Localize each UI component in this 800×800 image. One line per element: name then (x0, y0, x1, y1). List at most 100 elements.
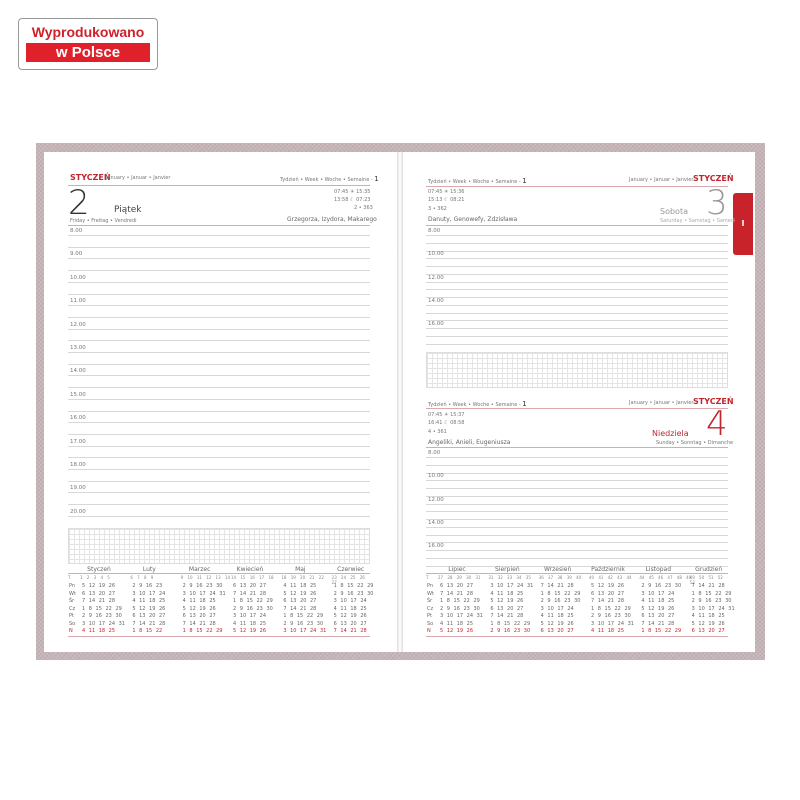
hour-label: 12.00 (428, 274, 444, 281)
name-days: Danuty, Genowefy, Zdzisława (428, 216, 518, 223)
calendar-days: 4 11 18 25 (490, 590, 524, 597)
calendar-days: 3 10 17 24 31 (691, 605, 735, 612)
calendar-days: 4 11 18 25 (82, 628, 116, 634)
made-in-poland-badge: Wyprodukowano w Polsce (18, 18, 158, 70)
hour-line (426, 320, 728, 322)
moon-times: 16:41 ☾ 08:58 (428, 420, 465, 426)
calendar-days: 4 11 18 25 (591, 628, 625, 634)
calendar-days: 3 10 17 24 (233, 613, 267, 619)
calendar-days: 1 8 15 22 29 (490, 620, 531, 627)
day-translations: Friday • Freitag • Vendredi (70, 218, 137, 224)
calendar-days: 5 12 19 26 (440, 628, 474, 634)
calendar-days: 2 9 16 23 (132, 583, 163, 589)
hour-label: 15.00 (70, 391, 86, 398)
calendar-days: 1 8 15 22 29 (283, 613, 324, 619)
hour-line (426, 503, 728, 505)
hour-line (426, 335, 728, 337)
calendar-days: 5 12 19 26 (641, 605, 675, 612)
hour-line (68, 305, 370, 307)
calendar-days: 3 10 17 24 31 (490, 583, 534, 589)
hour-line (426, 534, 728, 536)
day-number: 3 (706, 183, 728, 223)
calendar-days: 7 14 21 28 (283, 605, 317, 612)
hour-line (426, 519, 728, 521)
calendar-days: 1 8 15 22 29 (591, 605, 631, 612)
hour-line (426, 312, 728, 314)
week-numbers: 9 10 11 12 13 14 (180, 575, 231, 580)
week-label: T (426, 575, 429, 580)
hour-line (426, 542, 728, 544)
weekday-label: Wt (427, 590, 434, 597)
weekday-label: Śr (69, 598, 75, 604)
month-translations: January • Januar • Janvier (629, 177, 694, 183)
month-name: Październik (591, 566, 625, 573)
hour-line (68, 398, 370, 400)
hour-line (68, 504, 370, 506)
calendar-days: 2 9 16 23 30 (540, 598, 581, 604)
calendar-days: 6 13 20 27 (233, 583, 267, 589)
calendar-days: 5 12 19 26 (333, 613, 367, 619)
calendar-days: 3 10 17 24 31 (82, 620, 125, 627)
calendar-days: 1 8 15 22 29 (182, 628, 223, 634)
hour-line (426, 281, 728, 283)
spine (397, 152, 403, 652)
weekday-label: Pn (69, 583, 76, 589)
hour-line (426, 511, 728, 513)
calendar-days: 2 9 16 23 30 (333, 590, 374, 597)
week-numbers: 1 2 3 4 5 (80, 575, 110, 580)
week-numbers: 6 7 8 9 (130, 575, 154, 580)
month-title: STYCZEŃ (70, 173, 111, 182)
calendar-days: 1 8 15 22 29 (233, 598, 273, 604)
hour-label: 10.00 (70, 274, 86, 281)
hour-line (426, 480, 728, 482)
hour-line (68, 340, 370, 342)
hour-label: 8.00 (70, 228, 83, 234)
hour-line (426, 464, 728, 466)
week-numbers: 36 37 38 39 40 (538, 575, 582, 580)
calendar-days: 7 14 21 28 (540, 583, 574, 589)
calendar-days: 6 13 20 27 (641, 613, 675, 619)
hour-label: 14.00 (70, 368, 86, 375)
hour-line (68, 235, 370, 236)
hour-label: 16.00 (428, 543, 444, 550)
calendar-days: 5 12 19 26 (132, 605, 166, 612)
name-days: Angeliki, Anieli, Eugeniusza (428, 439, 511, 446)
weekday-label: So (427, 620, 434, 627)
hour-label: 12.00 (70, 321, 86, 328)
week-numbers: 40 41 42 43 44 (589, 575, 632, 580)
hour-line (426, 328, 728, 330)
hour-label: 10.00 (428, 473, 444, 480)
day-translations: Sunday • Sonntag • Dimanche (656, 440, 734, 446)
hour-label: 17.00 (70, 438, 86, 445)
week-label: Tydzień • Week • Woche • Semaine - 1 (280, 175, 379, 183)
month-name: Luty (142, 566, 156, 573)
calendar-days: 3 10 17 24 31 (283, 628, 327, 634)
hour-line (426, 304, 728, 306)
mini-calendar-jul-dec: T Pn Wt Śr Cz Pt So N Lipiec 27 28 29 30 31 6 13 2… (426, 566, 735, 637)
calendar-days: 3 10 17 24 (540, 605, 574, 612)
sun-times: 07:45 ☀ 15:35 (334, 189, 371, 195)
hour-line (426, 297, 728, 299)
hour-line (426, 488, 728, 490)
calendar-days: 5 12 19 26 (691, 620, 725, 627)
sun-times: 07:45 ☀ 15:37 (428, 412, 465, 418)
hour-line (68, 293, 370, 295)
hour-line (426, 457, 728, 458)
calendar-days: 4 11 18 25 (333, 605, 367, 612)
week-numbers: 14 15 16 17 18 (231, 575, 274, 580)
badge-line1: Wyprodukowano (31, 24, 145, 40)
calendar-days: 6 13 20 27 (132, 613, 166, 619)
calendar-days: 2 9 16 23 30 (641, 583, 682, 589)
weekday-label: Śr (427, 598, 433, 604)
calendar-days: 6 13 20 27 (82, 590, 116, 597)
hour-label: 16.00 (70, 415, 86, 422)
calendar-days: 1 8 15 22 29 (641, 628, 682, 634)
calendar-days: 7 14 21 28 (182, 620, 216, 627)
calendar-rule (68, 573, 370, 574)
calendar-bottom-rule (426, 636, 728, 637)
hour-line (426, 565, 728, 567)
month-tab[interactable]: I (733, 193, 753, 255)
hour-line (68, 492, 370, 494)
weekday-label: N (69, 628, 73, 634)
calendar-days: 6 13 20 27 (540, 628, 574, 634)
